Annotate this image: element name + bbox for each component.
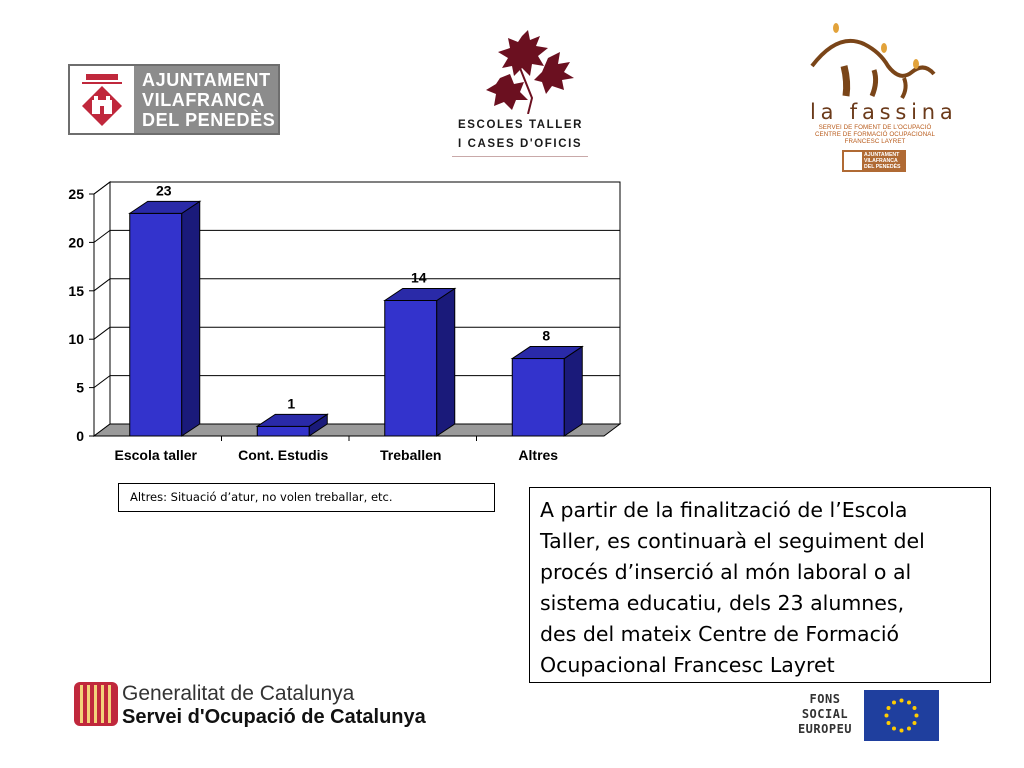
eu-star-icon [907, 726, 911, 731]
ajuntament-logo: AJUNTAMENT VILAFRANCA DEL PENEDÈS [68, 64, 280, 135]
x-category-label: Treballen [380, 447, 441, 463]
fassina-mini-3: DEL PENEDÈS [864, 164, 901, 170]
gridline-side [93, 375, 111, 389]
eu-star-icon [899, 698, 904, 703]
text-line-4: sistema educatiu, dels 23 alumnes, [540, 591, 905, 615]
generalitat-line-1: Generalitat de Catalunya [122, 682, 355, 705]
eu-star-icon [884, 713, 889, 718]
bar-value-label: 1 [287, 395, 295, 411]
gridline-side [93, 326, 111, 340]
eu-flag-icon [864, 690, 939, 741]
bar-chart-svg: 0 5 10 15 20 25 23 Escola taller 1 Cont. Estudis 1… [68, 181, 622, 463]
bar-front [256, 425, 310, 437]
eu-star-icon [886, 721, 891, 725]
text-line-3: procés d’inserció al món laboral o al [540, 560, 912, 584]
bar-side [181, 200, 201, 437]
x-category-label: Altres [518, 447, 558, 463]
bar-side [436, 287, 456, 437]
fassina-sub-1: SERVEI DE FOMENT DE L'OCUPACIÓ [818, 124, 932, 131]
y-tick-label: 25 [68, 186, 84, 202]
eu-star-icon [912, 706, 917, 710]
generalitat-logo: Generalitat de Catalunya Servei d'Ocupac… [74, 680, 454, 730]
escoles-line-2: I CASES D'OFICIS [458, 138, 583, 150]
bar-value-label: 8 [542, 328, 550, 344]
eu-star-icon [892, 700, 896, 705]
fassina-mini-1: AJUNTAMENT [864, 152, 900, 158]
eu-star-icon [892, 726, 896, 731]
bar-value-label: 14 [411, 269, 427, 285]
escoles-line-1: ESCOLES TALLER [458, 119, 584, 131]
fse-line-2: SOCIAL [801, 707, 849, 721]
x-category-label: Escola taller [115, 447, 198, 463]
fons-social-europeu-logo: FONS SOCIAL EUROPEU [790, 690, 940, 742]
bar-front [129, 212, 183, 437]
eu-star-icon [907, 700, 911, 705]
fassina-sub-2: CENTRE DE FORMACIÓ OCUPACIONAL [814, 131, 936, 139]
text-line-5: des del mateix Centre de Formació [540, 622, 900, 646]
ajuntament-line-3: DEL PENEDÈS [142, 110, 276, 130]
y-tick-label: 0 [76, 428, 84, 444]
bar-top [510, 346, 584, 360]
fassina-title: la fassina [810, 100, 958, 124]
bar-top [383, 287, 457, 301]
generalitat-line-2: Servei d'Ocupació de Catalunya [122, 706, 426, 728]
gridline-side [93, 278, 111, 292]
y-tick-label: 20 [68, 234, 84, 250]
la-fassina-logo: la fassina SERVEI DE FOMENT DE L'OCUPACI… [808, 22, 958, 174]
gridline-side [93, 181, 111, 195]
fassina-sub-3: FRANCESC LAYRET [844, 138, 906, 146]
fassina-hills-icon [810, 23, 936, 100]
mini-crest-icon [844, 152, 862, 170]
text-line-1: A partir de la finalització de l’Escola [540, 498, 908, 522]
eu-star-icon [912, 721, 917, 725]
bar-top [255, 413, 329, 427]
y-tick-label: 5 [76, 380, 84, 396]
leaf-icon [486, 30, 574, 114]
chart-side-wall [93, 181, 111, 437]
bar-front [511, 358, 565, 437]
bar-side [563, 345, 583, 437]
fse-line-3: EUROPEU [797, 722, 853, 736]
y-tick-label: 10 [68, 331, 84, 347]
ajuntament-line-1: AJUNTAMENT [142, 70, 271, 90]
text-line-6: Ocupacional Francesc Layret [540, 653, 835, 677]
fassina-mini-2: VILAFRANCA [864, 158, 898, 164]
fse-line-1: FONS [809, 692, 841, 706]
escoles-rule [452, 156, 588, 157]
chart-note: Altres: Situació d’atur, no volen trebal… [118, 483, 495, 512]
eu-star-icon [886, 706, 891, 710]
ajuntament-crest-icon [70, 66, 134, 133]
bar-value-label: 23 [156, 182, 172, 198]
followup-text-box: A partir de la finalització de l’Escola … [529, 487, 991, 683]
x-category-label: Cont. Estudis [238, 447, 328, 463]
gridline-side [93, 230, 111, 243]
ajuntament-line-2: VILAFRANCA [142, 90, 265, 110]
bar-front [384, 299, 438, 437]
fassina-mini-ajuntament-logo: AJUNTAMENT VILAFRANCA DEL PENEDÈS [842, 150, 906, 172]
bar-chart: 0 5 10 15 20 25 23 Escola taller 1 Cont. Estudis 1… [40, 180, 630, 470]
escoles-taller-logo: ESCOLES TALLER I CASES D'OFICIS [452, 28, 590, 158]
bar-top [128, 200, 202, 214]
eu-star-icon [899, 728, 904, 733]
eu-star-icon [914, 713, 919, 718]
senyera-icon [74, 682, 118, 726]
y-tick-label: 15 [68, 283, 84, 299]
text-line-2: Taller, es continuarà el seguiment del [540, 529, 925, 553]
